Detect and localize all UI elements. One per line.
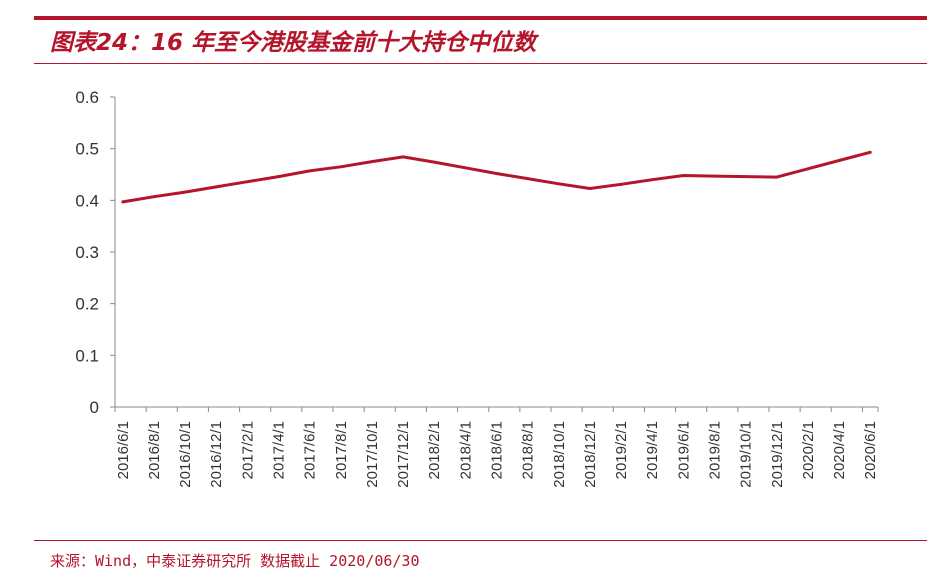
- data-point: [370, 160, 374, 163]
- data-point: [432, 160, 436, 164]
- x-tick-label: 2019/8/1: [707, 421, 724, 479]
- x-tick-label: 2019/10/1: [738, 421, 755, 488]
- x-tick-label: 2017/4/1: [271, 421, 288, 479]
- x-tick-label: 2018/2/1: [426, 421, 443, 479]
- y-tick-label: 0.3: [75, 243, 99, 262]
- top-rule: [34, 16, 927, 20]
- x-tick-label: 2020/6/1: [862, 421, 879, 479]
- data-point: [152, 195, 156, 199]
- y-tick-label: 0.6: [75, 88, 99, 107]
- x-tick-label: 2019/4/1: [644, 421, 661, 479]
- y-tick-label: 0.2: [75, 295, 99, 314]
- data-point: [401, 155, 405, 159]
- data-point: [775, 175, 779, 179]
- x-tick-label: 2018/10/1: [551, 421, 568, 488]
- series-group: [121, 150, 872, 204]
- data-point: [339, 165, 343, 169]
- data-point: [214, 185, 218, 189]
- y-tick-label: 0: [90, 398, 99, 417]
- x-tick-label: 2017/2/1: [239, 421, 256, 479]
- x-tick-label: 2019/2/1: [613, 421, 630, 479]
- x-tick-label: 2017/12/1: [395, 421, 412, 488]
- data-point: [744, 175, 748, 178]
- x-tick-label: 2016/8/1: [146, 421, 163, 479]
- x-tick-label: 2018/12/1: [582, 421, 599, 488]
- data-point: [308, 169, 312, 173]
- title-rule: [34, 63, 927, 64]
- data-point: [650, 178, 654, 182]
- x-tick-label: 2020/4/1: [831, 421, 848, 479]
- data-point: [681, 174, 685, 177]
- y-tick-label: 0.5: [75, 140, 99, 159]
- series-line-0: [121, 150, 872, 204]
- source-note: 来源：Wind，中泰证券研究所 数据截止 2020/06/30: [50, 552, 420, 570]
- x-tick-label: 2018/6/1: [489, 421, 506, 479]
- data-point: [619, 182, 623, 186]
- x-tick-label: 2020/2/1: [800, 421, 817, 479]
- data-point: [868, 150, 872, 154]
- chart-title: 图表24：16 年至今港股基金前十大持仓中位数: [50, 30, 537, 56]
- x-tick-label: 2017/10/1: [364, 421, 381, 488]
- data-point: [557, 182, 561, 186]
- data-point: [588, 187, 592, 190]
- data-point: [183, 190, 187, 194]
- data-point: [526, 177, 530, 181]
- data-point: [806, 167, 810, 171]
- data-point: [277, 175, 280, 178]
- data-point: [121, 200, 125, 204]
- data-point: [463, 166, 467, 170]
- x-tick-label: 2016/6/1: [115, 421, 132, 479]
- data-point: [495, 172, 498, 175]
- x-tick-label: 2019/12/1: [769, 421, 786, 488]
- x-tick-label: 2017/6/1: [302, 421, 319, 479]
- x-tick-label: 2017/8/1: [333, 421, 350, 479]
- y-axis: 0 0.1 0.2 0.3 0.4 0.5 0.6: [75, 88, 116, 417]
- x-tick-label: 2018/4/1: [457, 421, 474, 479]
- data-point: [837, 159, 841, 162]
- y-tick-label: 0.1: [75, 346, 99, 365]
- data-point: [245, 180, 249, 184]
- x-axis: 2016/6/1 2016/8/1 2016/10/1 2016/12/1 2017/2…: [114, 406, 879, 488]
- bottom-rule: [34, 540, 927, 541]
- x-tick-label: 2018/8/1: [520, 421, 537, 479]
- x-tick-label: 2016/12/1: [208, 421, 225, 488]
- y-tick-label: 0.4: [75, 191, 99, 210]
- x-tick-label: 2016/10/1: [177, 421, 194, 488]
- data-point: [713, 174, 716, 178]
- x-tick-label: 2019/6/1: [675, 421, 692, 479]
